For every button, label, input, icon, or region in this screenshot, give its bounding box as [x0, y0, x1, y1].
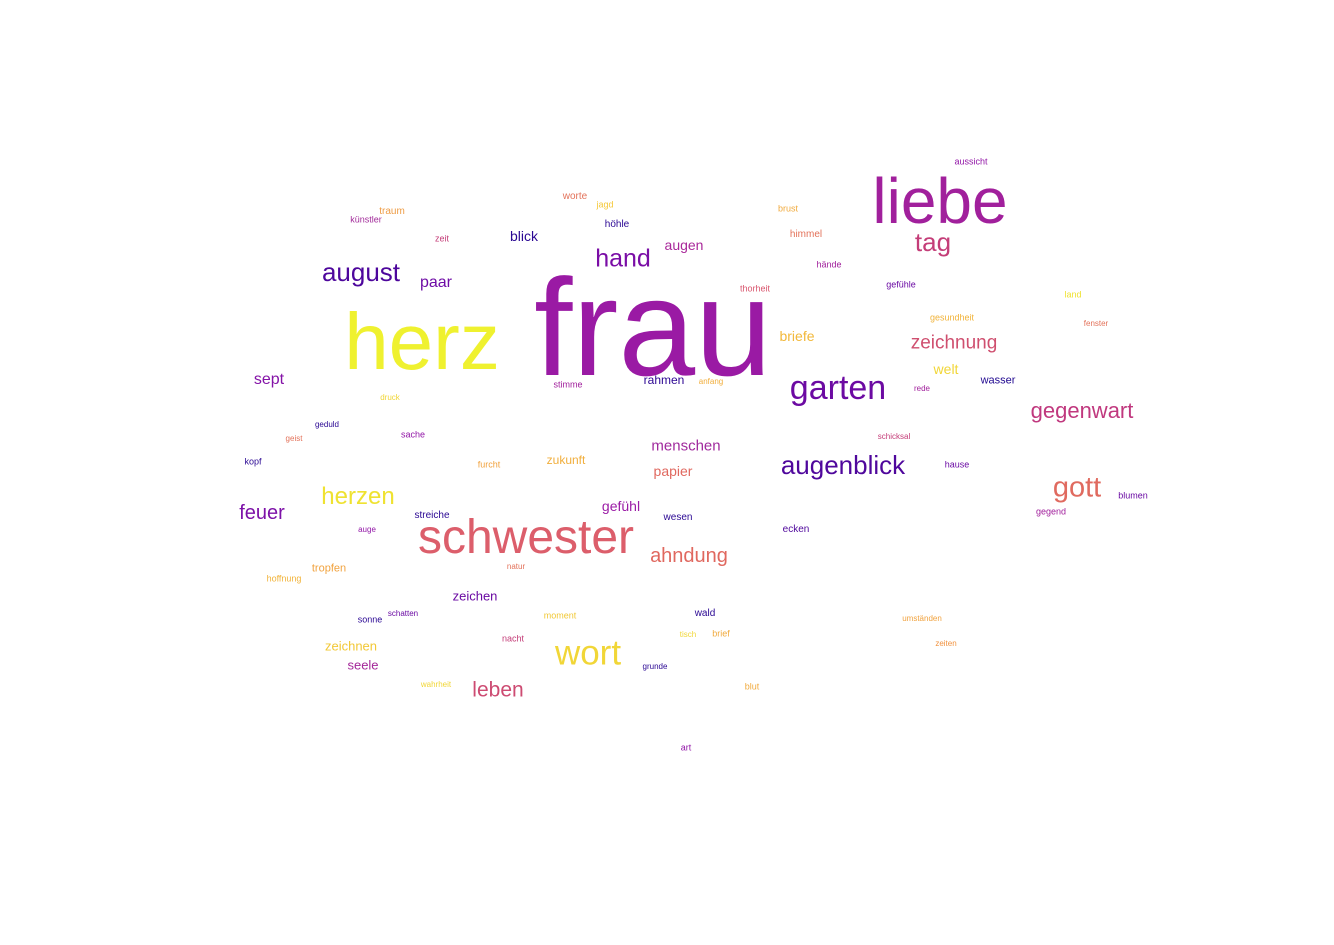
word-herz: herz	[344, 297, 500, 386]
word-schwester: schwester	[417, 511, 635, 564]
word-zeichnen: zeichnen	[324, 638, 378, 654]
word-traum: traum	[379, 206, 405, 217]
word-umstaenden: umständen	[902, 614, 942, 623]
word-liebe: liebe	[872, 165, 1008, 237]
word-kopf: kopf	[244, 456, 262, 467]
word-schatten: schatten	[387, 609, 419, 618]
word-seele: seele	[347, 657, 379, 673]
word-herzen: herzen	[321, 483, 395, 510]
word-druck: druck	[380, 393, 400, 402]
word-briefe: briefe	[779, 328, 815, 344]
word-august: august	[321, 257, 401, 287]
word-grunde: grunde	[642, 662, 668, 671]
word-tag: tag	[914, 227, 952, 257]
word-natur: natur	[506, 562, 526, 571]
word-jagd: jagd	[596, 199, 614, 210]
word-brief: brief	[712, 628, 730, 639]
word-ecken: ecken	[782, 524, 810, 535]
word-fenster: fenster	[1083, 319, 1109, 328]
word-rede: rede	[913, 384, 931, 393]
word-zeit: zeit	[434, 233, 450, 244]
word-stimme: stimme	[553, 379, 583, 390]
word-tropfen: tropfen	[311, 562, 347, 575]
word-paar: paar	[419, 274, 453, 291]
word-menschen: menschen	[651, 437, 721, 455]
word-streiche: streiche	[414, 510, 450, 521]
word-papier: papier	[653, 463, 693, 479]
word-gott: gott	[1052, 471, 1102, 504]
word-frau: frau	[534, 251, 772, 405]
word-gegend: gegend	[1035, 506, 1067, 517]
word-wort: wort	[554, 633, 622, 673]
word-geduld: geduld	[314, 420, 340, 429]
word-hoehle: höhle	[604, 219, 630, 230]
word-wasser: wasser	[980, 374, 1016, 387]
word-blumen: blumen	[1118, 490, 1148, 501]
word-gefuehl: gefühl	[601, 498, 641, 514]
word-nacht: nacht	[501, 633, 525, 644]
word-hause: hause	[944, 459, 970, 470]
word-blick: blick	[509, 228, 539, 244]
word-hand: hand	[595, 244, 651, 273]
word-garten: garten	[789, 369, 887, 407]
word-augen: augen	[664, 237, 704, 253]
word-gesundheit: gesundheit	[929, 312, 975, 323]
word-kuenstler: künstler	[350, 214, 382, 225]
word-tisch: tisch	[679, 630, 697, 639]
word-furcht: furcht	[477, 459, 501, 470]
word-ahndung: ahndung	[650, 545, 728, 567]
word-gegenwart: gegenwart	[1030, 398, 1134, 423]
word-wesen: wesen	[663, 512, 693, 523]
word-feuer: feuer	[239, 502, 285, 524]
word-aussicht: aussicht	[954, 156, 988, 167]
word-leben: leben	[472, 678, 524, 702]
word-sache: sache	[400, 429, 426, 440]
word-geist: geist	[285, 434, 303, 443]
word-land: land	[1064, 289, 1082, 300]
word-himmel: himmel	[789, 229, 823, 240]
word-sonne: sonne	[357, 614, 383, 625]
word-zeiten: zeiten	[935, 639, 957, 648]
word-auge: auge	[358, 525, 376, 534]
word-zeichen: zeichen	[452, 588, 498, 604]
word-sept: sept	[253, 371, 285, 388]
word-art: art	[680, 742, 692, 753]
word-gefuehle: gefühle	[886, 279, 916, 290]
word-welt: welt	[933, 361, 959, 377]
word-zukunft: zukunft	[546, 453, 586, 467]
word-schicksal: schicksal	[877, 432, 911, 441]
word-brust: brust	[777, 203, 799, 214]
word-wald: wald	[694, 608, 716, 619]
word-augenblick: augenblick	[780, 450, 906, 480]
word-zeichnung: zeichnung	[910, 332, 998, 354]
word-blut: blut	[744, 681, 760, 692]
word-rahmen: rahmen	[643, 373, 685, 387]
word-thorheit: thorheit	[739, 283, 771, 294]
word-haende: hände	[816, 259, 842, 270]
word-anfang: anfang	[698, 377, 724, 386]
word-wahrheit: wahrheit	[420, 680, 452, 689]
word-moment: moment	[543, 610, 577, 621]
word-hoffnung: hoffnung	[266, 573, 302, 584]
word-worte: worte	[562, 191, 588, 202]
